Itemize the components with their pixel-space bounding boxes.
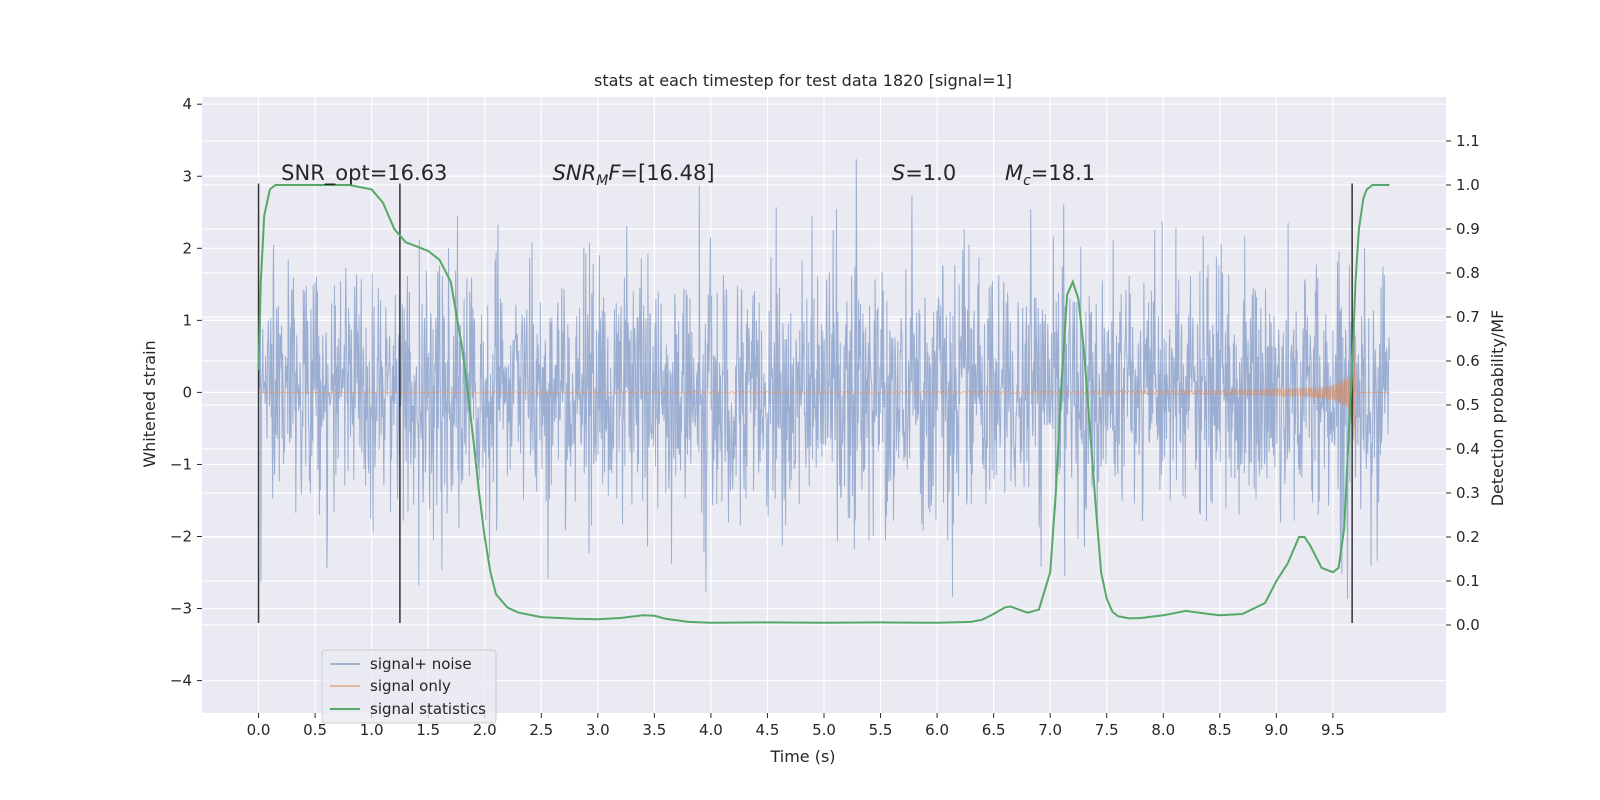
x-tick-label-7: 3.5	[642, 721, 666, 739]
x-tick-label-11: 5.5	[869, 721, 893, 739]
x-tick-label-17: 8.5	[1208, 721, 1232, 739]
annotation-s: S=1.0	[892, 161, 956, 185]
x-tick-label-4: 2.0	[473, 721, 497, 739]
legend-box	[321, 649, 497, 724]
y-right-tick-label-1: 0.1	[1456, 572, 1480, 590]
x-tick-label-14: 7.0	[1038, 721, 1062, 739]
annotation-mc: Mc=18.1	[1005, 161, 1095, 189]
y-left-tick-label-6: 2	[182, 239, 192, 257]
y-axis-right-label: Detection probability/MF	[1488, 310, 1507, 507]
y-right-tick-label-3: 0.3	[1456, 484, 1480, 502]
series-signal-plus-noise	[258, 159, 1390, 600]
y-right-tick-label-0: 0.0	[1456, 616, 1480, 634]
vertical-markers	[257, 183, 1353, 623]
y-left-tick-label-1: −3	[170, 600, 192, 618]
x-tick-label-12: 6.0	[925, 721, 949, 739]
annotation-mc-main: M	[1005, 161, 1023, 185]
annotation-mc-sub: c	[1023, 173, 1031, 189]
x-tick-label-0: 0.0	[247, 721, 271, 739]
series-signal-only	[258, 335, 1390, 444]
signal-only-line	[258, 335, 1390, 444]
y-left-tick-label-2: −2	[170, 527, 192, 545]
x-tick-label-10: 5.0	[812, 721, 836, 739]
legend-label-signal-statistics: signal statistics	[370, 700, 486, 718]
y-right-tick-label-9: 0.9	[1456, 220, 1480, 238]
legend-label-signal-only: signal only	[370, 677, 451, 695]
x-tick-label-19: 9.5	[1321, 721, 1345, 739]
x-tick-label-1: 0.5	[303, 721, 327, 739]
y-right-tick-label-4: 0.4	[1456, 440, 1480, 458]
annotation-snr-opt: SNR_opt=16.63	[281, 161, 447, 186]
series-signal-statistics	[257, 184, 1390, 624]
legend: signal+ noise signal only signal statist…	[321, 649, 497, 724]
x-tick-label-9: 4.5	[756, 721, 780, 739]
annotation-snr-mf: SNRMF=[16.48]	[553, 161, 715, 189]
y-right-tick-label-2: 0.2	[1456, 528, 1480, 546]
x-tick-label-8: 4.0	[699, 721, 723, 739]
x-tick-label-3: 1.5	[416, 721, 440, 739]
y-left-tick-label-4: 0	[182, 383, 192, 401]
y-right-tick-label-11: 1.1	[1456, 132, 1480, 150]
y-right-tick-label-5: 0.5	[1456, 396, 1480, 414]
y-left-tick-label-7: 3	[182, 167, 192, 185]
y-left-tick-label-5: 1	[182, 311, 192, 329]
x-tick-label-15: 7.5	[1095, 721, 1119, 739]
y-axis-left-label: Whitened strain	[140, 340, 159, 467]
annotation-snr-mf-sub: M	[596, 173, 608, 189]
y-left-tick-label-3: −1	[170, 455, 192, 473]
chart-title: stats at each timestep for test data 182…	[594, 71, 1012, 90]
annotations: SNR_opt=16.63 SNRMF=[16.48] S=1.0 Mc=18.…	[281, 161, 1095, 189]
x-tick-label-13: 6.5	[982, 721, 1006, 739]
y-right-tick-label-7: 0.7	[1456, 308, 1480, 326]
annotation-s-tail: =1.0	[905, 161, 956, 185]
y-left-tick-label-8: 4	[182, 95, 192, 113]
legend-label-signal-plus-noise: signal+ noise	[370, 655, 472, 673]
annotation-snr-mf-value: =[16.48]	[620, 161, 714, 185]
x-tick-label-16: 8.0	[1151, 721, 1175, 739]
x-tick-label-18: 9.0	[1264, 721, 1288, 739]
x-tick-label-2: 1.0	[360, 721, 384, 739]
x-axis-label: Time (s)	[769, 747, 835, 766]
x-tick-label-6: 3.0	[586, 721, 610, 739]
annotation-s-main: S	[892, 161, 905, 185]
y-right-tick-label-6: 0.6	[1456, 352, 1480, 370]
x-tick-label-5: 2.5	[529, 721, 553, 739]
annotation-mc-tail: =18.1	[1031, 161, 1095, 185]
y-right-tick-label-10: 1.0	[1456, 176, 1480, 194]
annotation-snr-mf-main: SNR	[553, 161, 597, 185]
x-axis-ticks: 0.0 0.5 1.0 1.5 2.0 2.5 3.0 3.5 4.0 4.5 5.0 5.5 6.0 6…	[247, 713, 1345, 739]
signal-plus-noise-line	[258, 159, 1390, 600]
y-axis-right-ticks: 0.0 0.1 0.2 0.3 0.4 0.5 0.6 0.7 0.8 0.9 1.0 1.1	[1446, 132, 1480, 634]
y-axis-left-ticks: −4 −3 −2 −1 0 1 2 3 4	[170, 95, 202, 690]
y-left-tick-label-0: −4	[170, 672, 192, 690]
annotation-snr-mf-tail-f: F	[608, 161, 621, 185]
y-right-tick-label-8: 0.8	[1456, 264, 1480, 282]
